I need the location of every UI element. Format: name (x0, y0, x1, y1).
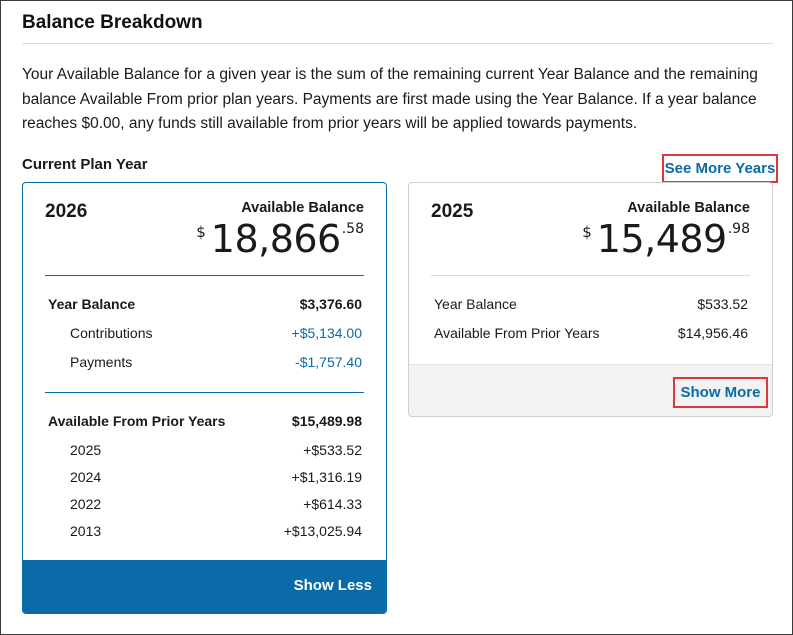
card-year: 2026 (45, 201, 88, 222)
prior-year-item: 2022 +$614.33 (70, 496, 362, 512)
title-divider (22, 43, 773, 44)
prior-years-label: Available From Prior Years (434, 325, 600, 341)
card-footer: Show Less (23, 560, 386, 613)
prior-year-item-value: +$533.52 (303, 442, 362, 458)
amount-cents: .98 (727, 221, 750, 237)
card-divider (45, 275, 364, 276)
amount-cents: .58 (341, 221, 364, 237)
page-title: Balance Breakdown (22, 12, 203, 33)
prior-years-value: $15,489.98 (291, 413, 362, 429)
prior-year-item-year: 2022 (70, 496, 102, 512)
contributions-row: Contributions +$5,134.00 (70, 325, 362, 341)
card-divider (45, 392, 364, 393)
available-balance-amount: $ 18,866 .58 (196, 217, 364, 261)
year-balance-label: Year Balance (48, 296, 136, 312)
prior-year-item-value: +$1,316.19 (291, 469, 362, 485)
prior-years-row: Available From Prior Years $15,489.98 (48, 413, 362, 429)
card-divider (431, 275, 750, 276)
year-balance-value: $533.52 (697, 296, 748, 312)
prior-year-item: 2013 +$13,025.94 (70, 523, 362, 539)
payments-label: Payments (70, 354, 133, 370)
show-less-button[interactable]: Show Less (293, 577, 372, 594)
payments-row: Payments -$1,757.40 (70, 354, 362, 370)
prior-year-card: 2025 Available Balance $ 15,489 .98 Year… (408, 182, 773, 417)
balance-description: Your Available Balance for a given year … (22, 66, 758, 132)
available-balance-label: Available Balance (627, 200, 750, 216)
available-balance-label: Available Balance (241, 200, 364, 216)
year-balance-label: Year Balance (434, 296, 517, 312)
contributions-label: Contributions (70, 325, 153, 341)
available-balance-amount: $ 15,489 .98 (582, 217, 750, 261)
prior-year-item-year: 2013 (70, 523, 102, 539)
prior-year-item: 2024 +$1,316.19 (70, 469, 362, 485)
current-plan-year-label: Current Plan Year (22, 156, 148, 173)
prior-year-item-value: +$13,025.94 (283, 523, 362, 539)
amount-whole: 18,866 (210, 217, 341, 261)
amount-whole: 15,489 (596, 217, 727, 261)
show-more-button[interactable]: Show More (673, 377, 768, 408)
year-balance-value: $3,376.60 (299, 296, 362, 312)
card-year: 2025 (431, 201, 474, 222)
currency-symbol: $ (582, 223, 592, 241)
year-balance-row: Year Balance $3,376.60 (48, 296, 362, 312)
card-footer: Show More (409, 364, 772, 416)
prior-years-row: Available From Prior Years $14,956.46 (434, 325, 748, 341)
currency-symbol: $ (196, 223, 206, 241)
payments-value[interactable]: -$1,757.40 (295, 354, 362, 370)
prior-year-item-value: +$614.33 (303, 496, 362, 512)
prior-years-label: Available From Prior Years (48, 413, 226, 429)
prior-year-item: 2025 +$533.52 (70, 442, 362, 458)
contributions-value[interactable]: +$5,134.00 (291, 325, 362, 341)
see-more-years-link[interactable]: See More Years (662, 154, 778, 183)
current-year-card: 2026 Available Balance $ 18,866 .58 Year… (22, 182, 387, 614)
prior-year-item-year: 2025 (70, 442, 102, 458)
year-balance-row: Year Balance $533.52 (434, 296, 748, 312)
prior-years-value: $14,956.46 (677, 325, 748, 341)
prior-year-item-year: 2024 (70, 469, 102, 485)
